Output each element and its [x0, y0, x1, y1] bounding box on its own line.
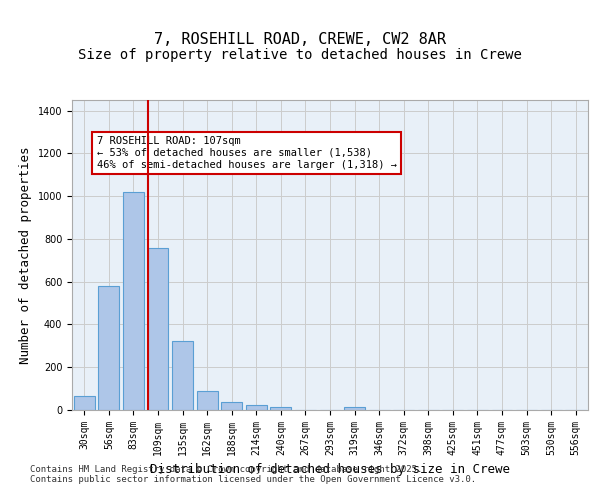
- Text: 7, ROSEHILL ROAD, CREWE, CW2 8AR: 7, ROSEHILL ROAD, CREWE, CW2 8AR: [154, 32, 446, 48]
- Bar: [197, 391, 218, 410]
- Bar: [123, 192, 144, 410]
- Y-axis label: Number of detached properties: Number of detached properties: [19, 146, 32, 364]
- Bar: [246, 406, 267, 410]
- Bar: [271, 408, 292, 410]
- Bar: [74, 396, 95, 410]
- Bar: [344, 407, 365, 410]
- Text: Size of property relative to detached houses in Crewe: Size of property relative to detached ho…: [78, 48, 522, 62]
- Bar: [148, 248, 169, 410]
- Bar: [98, 286, 119, 410]
- X-axis label: Distribution of detached houses by size in Crewe: Distribution of detached houses by size …: [150, 464, 510, 476]
- Bar: [172, 340, 193, 410]
- Text: Contains HM Land Registry data © Crown copyright and database right 2025.
Contai: Contains HM Land Registry data © Crown c…: [30, 465, 476, 484]
- Bar: [221, 402, 242, 410]
- Text: 7 ROSEHILL ROAD: 107sqm
← 53% of detached houses are smaller (1,538)
46% of semi: 7 ROSEHILL ROAD: 107sqm ← 53% of detache…: [97, 136, 397, 170]
